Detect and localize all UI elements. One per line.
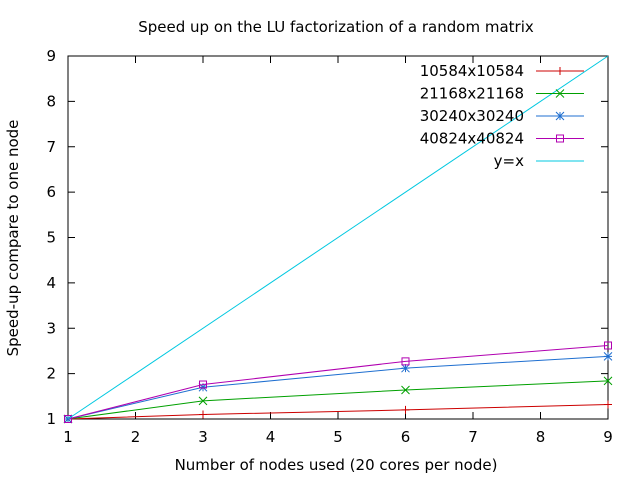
- y-tick-label: 1: [46, 410, 56, 428]
- legend-entry: 21168x21168: [420, 85, 584, 103]
- square-marker: [401, 357, 410, 366]
- series-1: [64, 400, 612, 423]
- plus-marker: [604, 400, 612, 409]
- legend-entry: y=x: [494, 152, 584, 170]
- y-tick-label: 8: [46, 92, 56, 110]
- cross-marker: [555, 89, 565, 98]
- x-tick-label: 2: [131, 428, 141, 446]
- y-tick-label: 2: [46, 365, 56, 383]
- series-line: [67, 344, 609, 420]
- series-group: [63, 55, 613, 424]
- plus-marker: [199, 410, 207, 419]
- y-tick-label: 4: [46, 274, 56, 292]
- cross-marker: [198, 396, 208, 406]
- y-tick-label: 7: [46, 138, 56, 156]
- legend-entry: 30240x30240: [420, 107, 584, 125]
- axis-ticks: 1 2 3 4 5 6 7 8 9 1 2 3 4 5 6 7 8 9: [46, 47, 612, 446]
- legend-label: 40824x40824: [420, 130, 524, 148]
- y-tick-label: 3: [46, 319, 56, 337]
- legend-entry: 40824x40824: [420, 130, 584, 148]
- series-2: [63, 376, 613, 424]
- plus-marker: [401, 405, 410, 414]
- x-tick-label: 4: [266, 428, 276, 446]
- legend-entry: 10584x10584: [420, 62, 584, 80]
- x-tick-label: 8: [536, 428, 546, 446]
- square-marker: [556, 134, 564, 143]
- series-line: [67, 403, 609, 420]
- y-axis-label: Speed-up compare to one node: [4, 120, 22, 357]
- series-4: [64, 341, 612, 423]
- star-marker: [401, 363, 410, 373]
- legend: 10584x10584 21168x21168 30240x30240 40824x4…: [420, 62, 584, 170]
- chart-title: Speed up on the LU factorization of a ra…: [138, 18, 534, 36]
- star-marker: [603, 352, 613, 361]
- cross-marker: [401, 385, 410, 395]
- x-tick-label: 1: [63, 428, 73, 446]
- legend-label: 21168x21168: [420, 85, 524, 103]
- series-line: [67, 55, 609, 420]
- square-marker: [604, 341, 612, 350]
- y-tick-label: 5: [46, 229, 56, 247]
- x-tick-label: 5: [333, 428, 343, 446]
- x-tick-label: 3: [198, 428, 208, 446]
- legend-label: y=x: [494, 152, 524, 170]
- square-marker: [199, 380, 207, 389]
- legend-label: 30240x30240: [420, 107, 524, 125]
- x-axis-label: Number of nodes used (20 cores per node): [175, 456, 498, 474]
- x-tick-label: 9: [603, 428, 613, 446]
- star-marker: [555, 111, 565, 121]
- cross-marker: [603, 376, 613, 386]
- series-line: [67, 355, 609, 420]
- x-tick-label: 6: [401, 428, 411, 446]
- square-marker: [64, 415, 72, 423]
- y-tick-label: 9: [46, 47, 56, 65]
- y-tick-label: 6: [46, 183, 56, 201]
- series-5: [67, 55, 609, 420]
- star-marker: [198, 382, 208, 392]
- plus-marker: [556, 67, 564, 75]
- legend-label: 10584x10584: [420, 62, 524, 80]
- series-line: [67, 380, 609, 420]
- x-tick-label: 7: [468, 428, 478, 446]
